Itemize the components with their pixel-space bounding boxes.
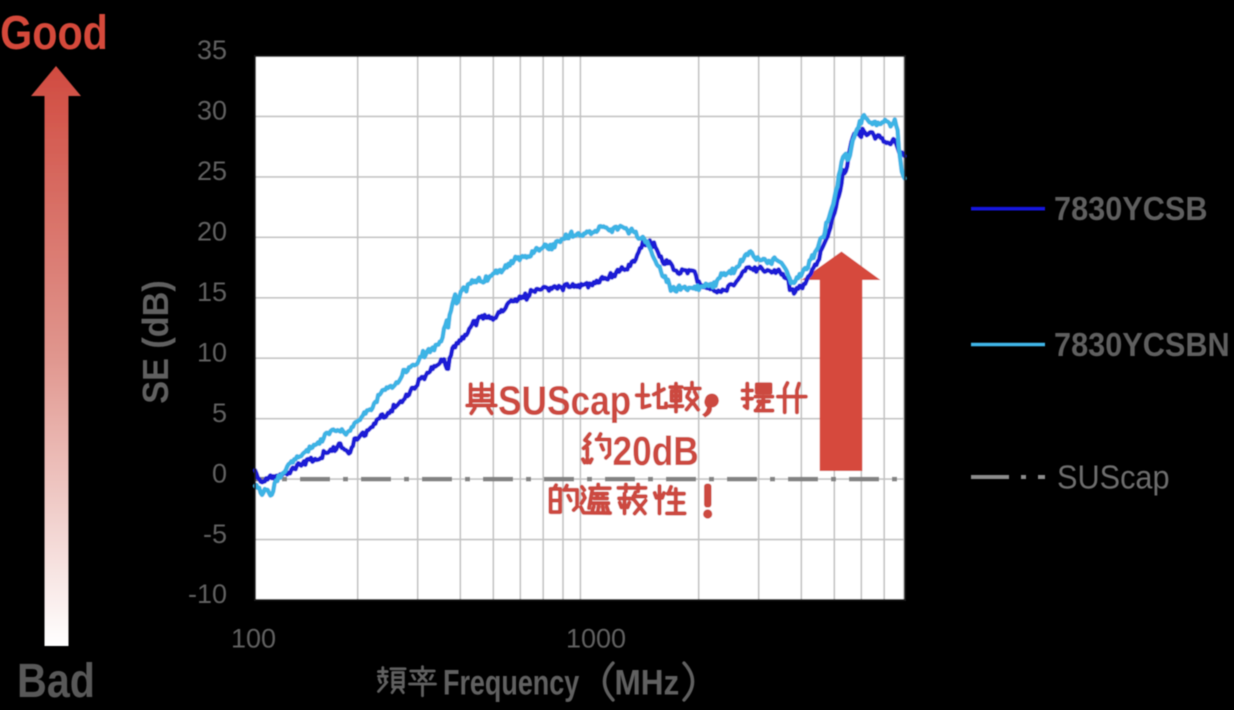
svg-text:7830YCSBN: 7830YCSBN — [1054, 326, 1230, 363]
svg-text:15: 15 — [197, 277, 227, 307]
svg-text:1000: 1000 — [566, 624, 626, 654]
svg-text:20: 20 — [197, 217, 227, 247]
svg-text:-5: -5 — [203, 519, 227, 549]
svg-text:7830YCSB: 7830YCSB — [1054, 190, 1208, 227]
svg-text:SUScap: SUScap — [498, 378, 631, 424]
svg-text:20dB: 20dB — [613, 429, 699, 475]
svg-text:SUScap: SUScap — [1057, 458, 1170, 495]
svg-text:MHz: MHz — [615, 664, 680, 703]
svg-text:0: 0 — [212, 458, 227, 488]
svg-text:100: 100 — [231, 624, 276, 654]
svg-text:35: 35 — [197, 35, 227, 65]
svg-text:Frequency: Frequency — [443, 663, 580, 702]
svg-text:30: 30 — [197, 96, 227, 126]
svg-text:10: 10 — [197, 337, 227, 367]
svg-text:Bad: Bad — [17, 654, 95, 708]
svg-text:25: 25 — [197, 156, 227, 186]
svg-text:-10: -10 — [188, 579, 227, 609]
svg-text:SE (dB): SE (dB) — [136, 280, 176, 403]
svg-text:5: 5 — [212, 398, 227, 428]
svg-text:Good: Good — [0, 6, 108, 60]
